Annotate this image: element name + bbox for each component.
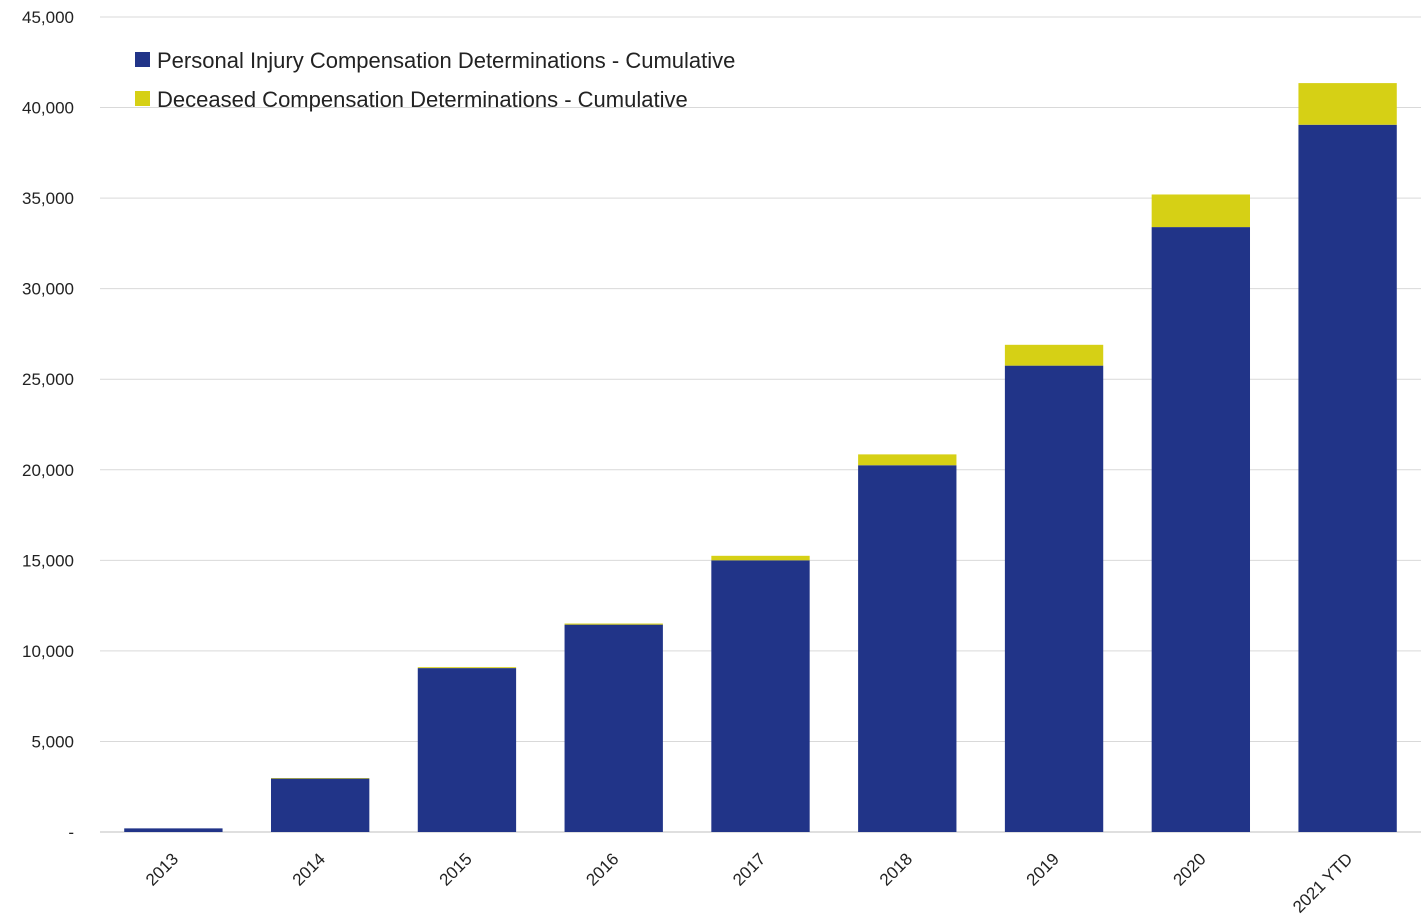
y-tick-label: 40,000 bbox=[22, 99, 74, 118]
y-tick-label: 5,000 bbox=[31, 732, 74, 751]
x-tick-label: 2015 bbox=[436, 849, 476, 889]
bar-segment-deceased-2016 bbox=[564, 623, 663, 625]
legend-label: Deceased Compensation Determinations - C… bbox=[157, 87, 688, 112]
legend-swatch bbox=[135, 52, 150, 67]
y-tick-label: - bbox=[68, 823, 74, 842]
x-axis-tick-labels: 2013 2014 2015 2016 2017 2018 2019 2020 2021 YTD bbox=[142, 849, 1356, 916]
legend-swatch bbox=[135, 91, 150, 106]
x-tick-label: 2013 bbox=[142, 849, 182, 889]
y-tick-label: 25,000 bbox=[22, 370, 74, 389]
bar-segment-deceased-2014 bbox=[270, 778, 370, 779]
bars bbox=[124, 83, 1397, 833]
bar-segment-deceased-2019 bbox=[1004, 344, 1104, 366]
bar-segment-deceased-2018 bbox=[858, 454, 957, 466]
y-axis-tick-labels: - 5,000 10,000 15,000 20,000 25,000 30,000 35,0… bbox=[22, 8, 74, 842]
legend: Personal Injury Compensation Determinati… bbox=[135, 48, 735, 112]
bar-segment-personal-injury-2014 bbox=[270, 778, 370, 832]
bar-segment-personal-injury-2019 bbox=[1004, 365, 1104, 832]
bar-segment-deceased-2017 bbox=[711, 555, 810, 561]
x-tick-label: 2017 bbox=[729, 849, 769, 889]
y-tick-label: 45,000 bbox=[22, 8, 74, 27]
bar-segment-personal-injury-2016 bbox=[564, 624, 663, 832]
x-tick-label: 2019 bbox=[1023, 849, 1063, 889]
y-tick-label: 30,000 bbox=[22, 280, 74, 299]
bar-segment-personal-injury-2013 bbox=[124, 828, 223, 832]
bar-segment-deceased-2021-ytd bbox=[1298, 83, 1397, 125]
y-tick-label: 15,000 bbox=[22, 551, 74, 570]
bar-segment-personal-injury-2020 bbox=[1151, 227, 1251, 833]
x-tick-label: 2021 YTD bbox=[1289, 849, 1356, 916]
x-tick-label: 2016 bbox=[582, 849, 622, 889]
gridlines bbox=[100, 16, 1421, 833]
bar-segment-deceased-2020 bbox=[1151, 194, 1251, 228]
bar-segment-personal-injury-2018 bbox=[858, 465, 957, 832]
y-tick-label: 20,000 bbox=[22, 461, 74, 480]
x-tick-label: 2014 bbox=[289, 849, 329, 889]
bar-segment-personal-injury-2021-ytd bbox=[1298, 124, 1397, 832]
y-tick-label: 10,000 bbox=[22, 642, 74, 661]
x-tick-label: 2020 bbox=[1169, 849, 1209, 889]
bar-segment-personal-injury-2017 bbox=[711, 560, 810, 832]
bar-segment-deceased-2015 bbox=[417, 667, 517, 669]
x-tick-label: 2018 bbox=[876, 849, 916, 889]
bar-segment-personal-injury-2015 bbox=[417, 668, 517, 832]
legend-label: Personal Injury Compensation Determinati… bbox=[157, 48, 735, 73]
y-tick-label: 35,000 bbox=[22, 189, 74, 208]
